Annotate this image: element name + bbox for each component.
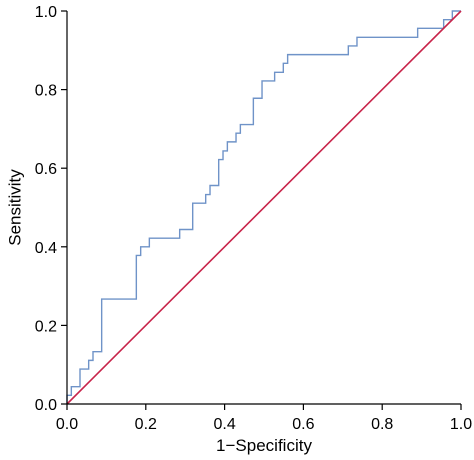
y-tick-label: 0.6	[35, 161, 57, 178]
x-tick-label: 0.8	[371, 416, 393, 433]
y-tick-label: 0.8	[35, 83, 57, 100]
x-tick-label: 0.2	[135, 416, 157, 433]
y-tick-label: 0.2	[35, 318, 57, 335]
y-tick-label: 0.4	[35, 240, 57, 257]
x-tick-label: 1.0	[450, 416, 472, 433]
x-axis-title: 1−Specificity	[216, 436, 312, 455]
y-axis-title: Sensitivity	[5, 169, 24, 246]
y-tick-label: 0.0	[35, 397, 57, 414]
axes	[66, 11, 461, 405]
x-tick-label: 0.4	[213, 416, 235, 433]
x-tick-label: 0.6	[292, 416, 314, 433]
y-axis-ticks: 0.0 0.2 0.4 0.6 0.8 1.0	[35, 4, 67, 414]
roc-curve	[66, 10, 461, 404]
y-tick-label: 1.0	[35, 4, 57, 21]
plot-area	[66, 10, 462, 405]
x-axis-ticks: 0.0 0.2 0.4 0.6 0.8 1.0	[56, 404, 472, 433]
reference-diagonal	[66, 10, 462, 405]
x-tick-label: 0.0	[56, 416, 78, 433]
